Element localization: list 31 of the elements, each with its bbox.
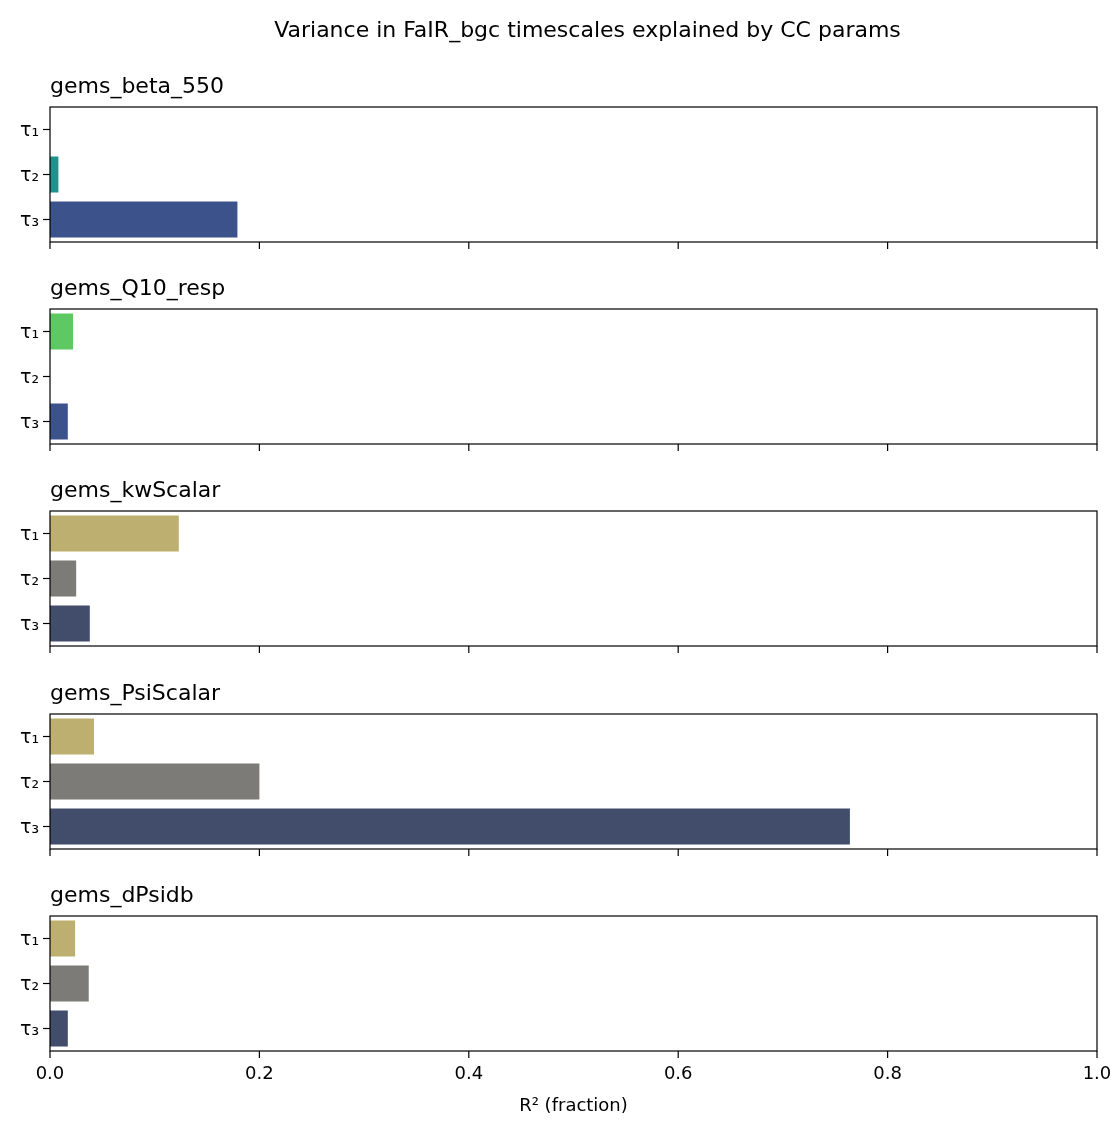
bar [50, 965, 89, 1002]
y-tick-label: τ₂ [19, 567, 39, 590]
x-tick-label: 0.2 [245, 1062, 274, 1083]
y-tick-label: τ₃ [19, 612, 39, 635]
y-tick-label: τ₁ [19, 522, 39, 545]
y-tick-label: τ₁ [19, 725, 39, 748]
y-tick-label: τ₃ [19, 410, 39, 433]
chart-title: gems_kwScalar [50, 477, 222, 503]
y-tick-label: τ₂ [19, 770, 39, 793]
x-axis-title: R² (fraction) [519, 1094, 628, 1115]
bar [50, 920, 76, 957]
y-tick-label: τ₂ [19, 365, 39, 388]
y-tick-label: τ₂ [19, 163, 39, 186]
x-tick-label: 0.6 [663, 1062, 693, 1083]
x-tick-label: 0.4 [454, 1062, 484, 1083]
chart-title: gems_dPsidb [50, 882, 194, 908]
y-tick-label: τ₂ [19, 972, 39, 995]
chart-title: gems_PsiScalar [50, 680, 221, 706]
y-tick-label: τ₃ [19, 815, 39, 838]
x-tick-label: 0.0 [35, 1062, 65, 1083]
y-tick-label: τ₃ [19, 1017, 39, 1040]
y-tick-label: τ₁ [19, 118, 39, 141]
chart-title: gems_beta_550 [50, 73, 224, 99]
x-tick-label: 1.0 [1082, 1062, 1112, 1083]
text: Variance in FaIR_bgc timescales explained by CC params [274, 17, 901, 43]
y-tick-label: τ₁ [19, 927, 39, 950]
y-tick-label: τ₁ [19, 320, 39, 343]
x-tick-label: 0.8 [873, 1062, 902, 1083]
chart-title: gems_Q10_resp [50, 275, 226, 301]
y-tick-label: τ₃ [19, 208, 39, 231]
bar [50, 1010, 68, 1047]
